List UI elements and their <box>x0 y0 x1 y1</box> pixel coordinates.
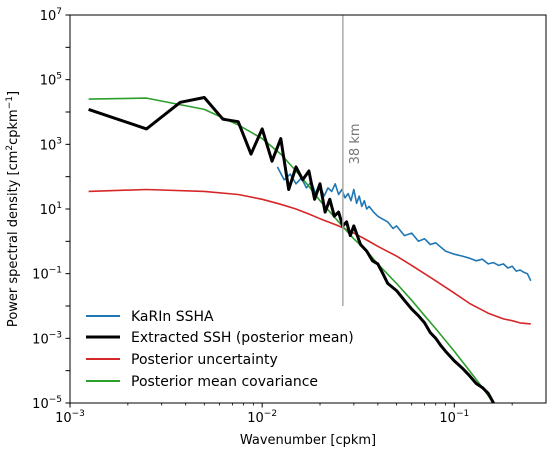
series-line-posterior-uncertainty <box>88 188 531 325</box>
legend-label-karin-ssha: KaRIn SSHA <box>131 309 214 325</box>
y-axis-title: Power spectral density [cm2cpkm−1] <box>5 91 21 327</box>
y-tick-label: 103 <box>40 136 62 153</box>
y-axis-ticks: 10−5 10−3 10−1 101 103 105 107 <box>32 7 70 412</box>
y-axis-title-mid: cpkm <box>6 109 21 145</box>
series-line-extracted-ssh-posterior-mean <box>88 96 495 403</box>
legend-label-posterior-mean-covariance: Posterior mean covariance <box>131 374 318 390</box>
y-tick-label: 105 <box>40 72 62 89</box>
series-line-karin-ssha <box>276 166 532 282</box>
y-axis-title-main: Power spectral density [cm <box>6 151 21 327</box>
legend-label-extracted-ssh: Extracted SSH (posterior mean) <box>131 330 354 346</box>
x-tick-label: 10−3 <box>55 409 85 426</box>
y-tick-label: 10−5 <box>32 395 62 412</box>
x-axis-ticks: 10−3 10−2 10−1 <box>55 403 513 426</box>
series-layer <box>88 96 532 403</box>
y-axis-title-end: ] <box>6 91 21 96</box>
x-axis-title: Wavenumber [cpkm] <box>240 433 376 448</box>
x-tick-label: 10−1 <box>439 409 469 426</box>
series-line-posterior-mean-covariance <box>88 97 495 403</box>
x-tick-label: 10−2 <box>247 409 277 426</box>
y-tick-label: 107 <box>40 7 62 24</box>
y-tick-label: 10−1 <box>32 266 62 283</box>
y-axis-title-exp1: 2 <box>5 145 15 151</box>
legend-label-posterior-uncertainty: Posterior uncertainty <box>131 352 278 368</box>
y-tick-label: 10−3 <box>32 330 62 347</box>
y-tick-label: 101 <box>40 201 62 218</box>
legend: KaRIn SSHA Extracted SSH (posterior mean… <box>86 309 354 390</box>
annotation-label-38km: 38 km <box>348 123 363 164</box>
y-axis-title-exp2: −1 <box>5 96 15 109</box>
